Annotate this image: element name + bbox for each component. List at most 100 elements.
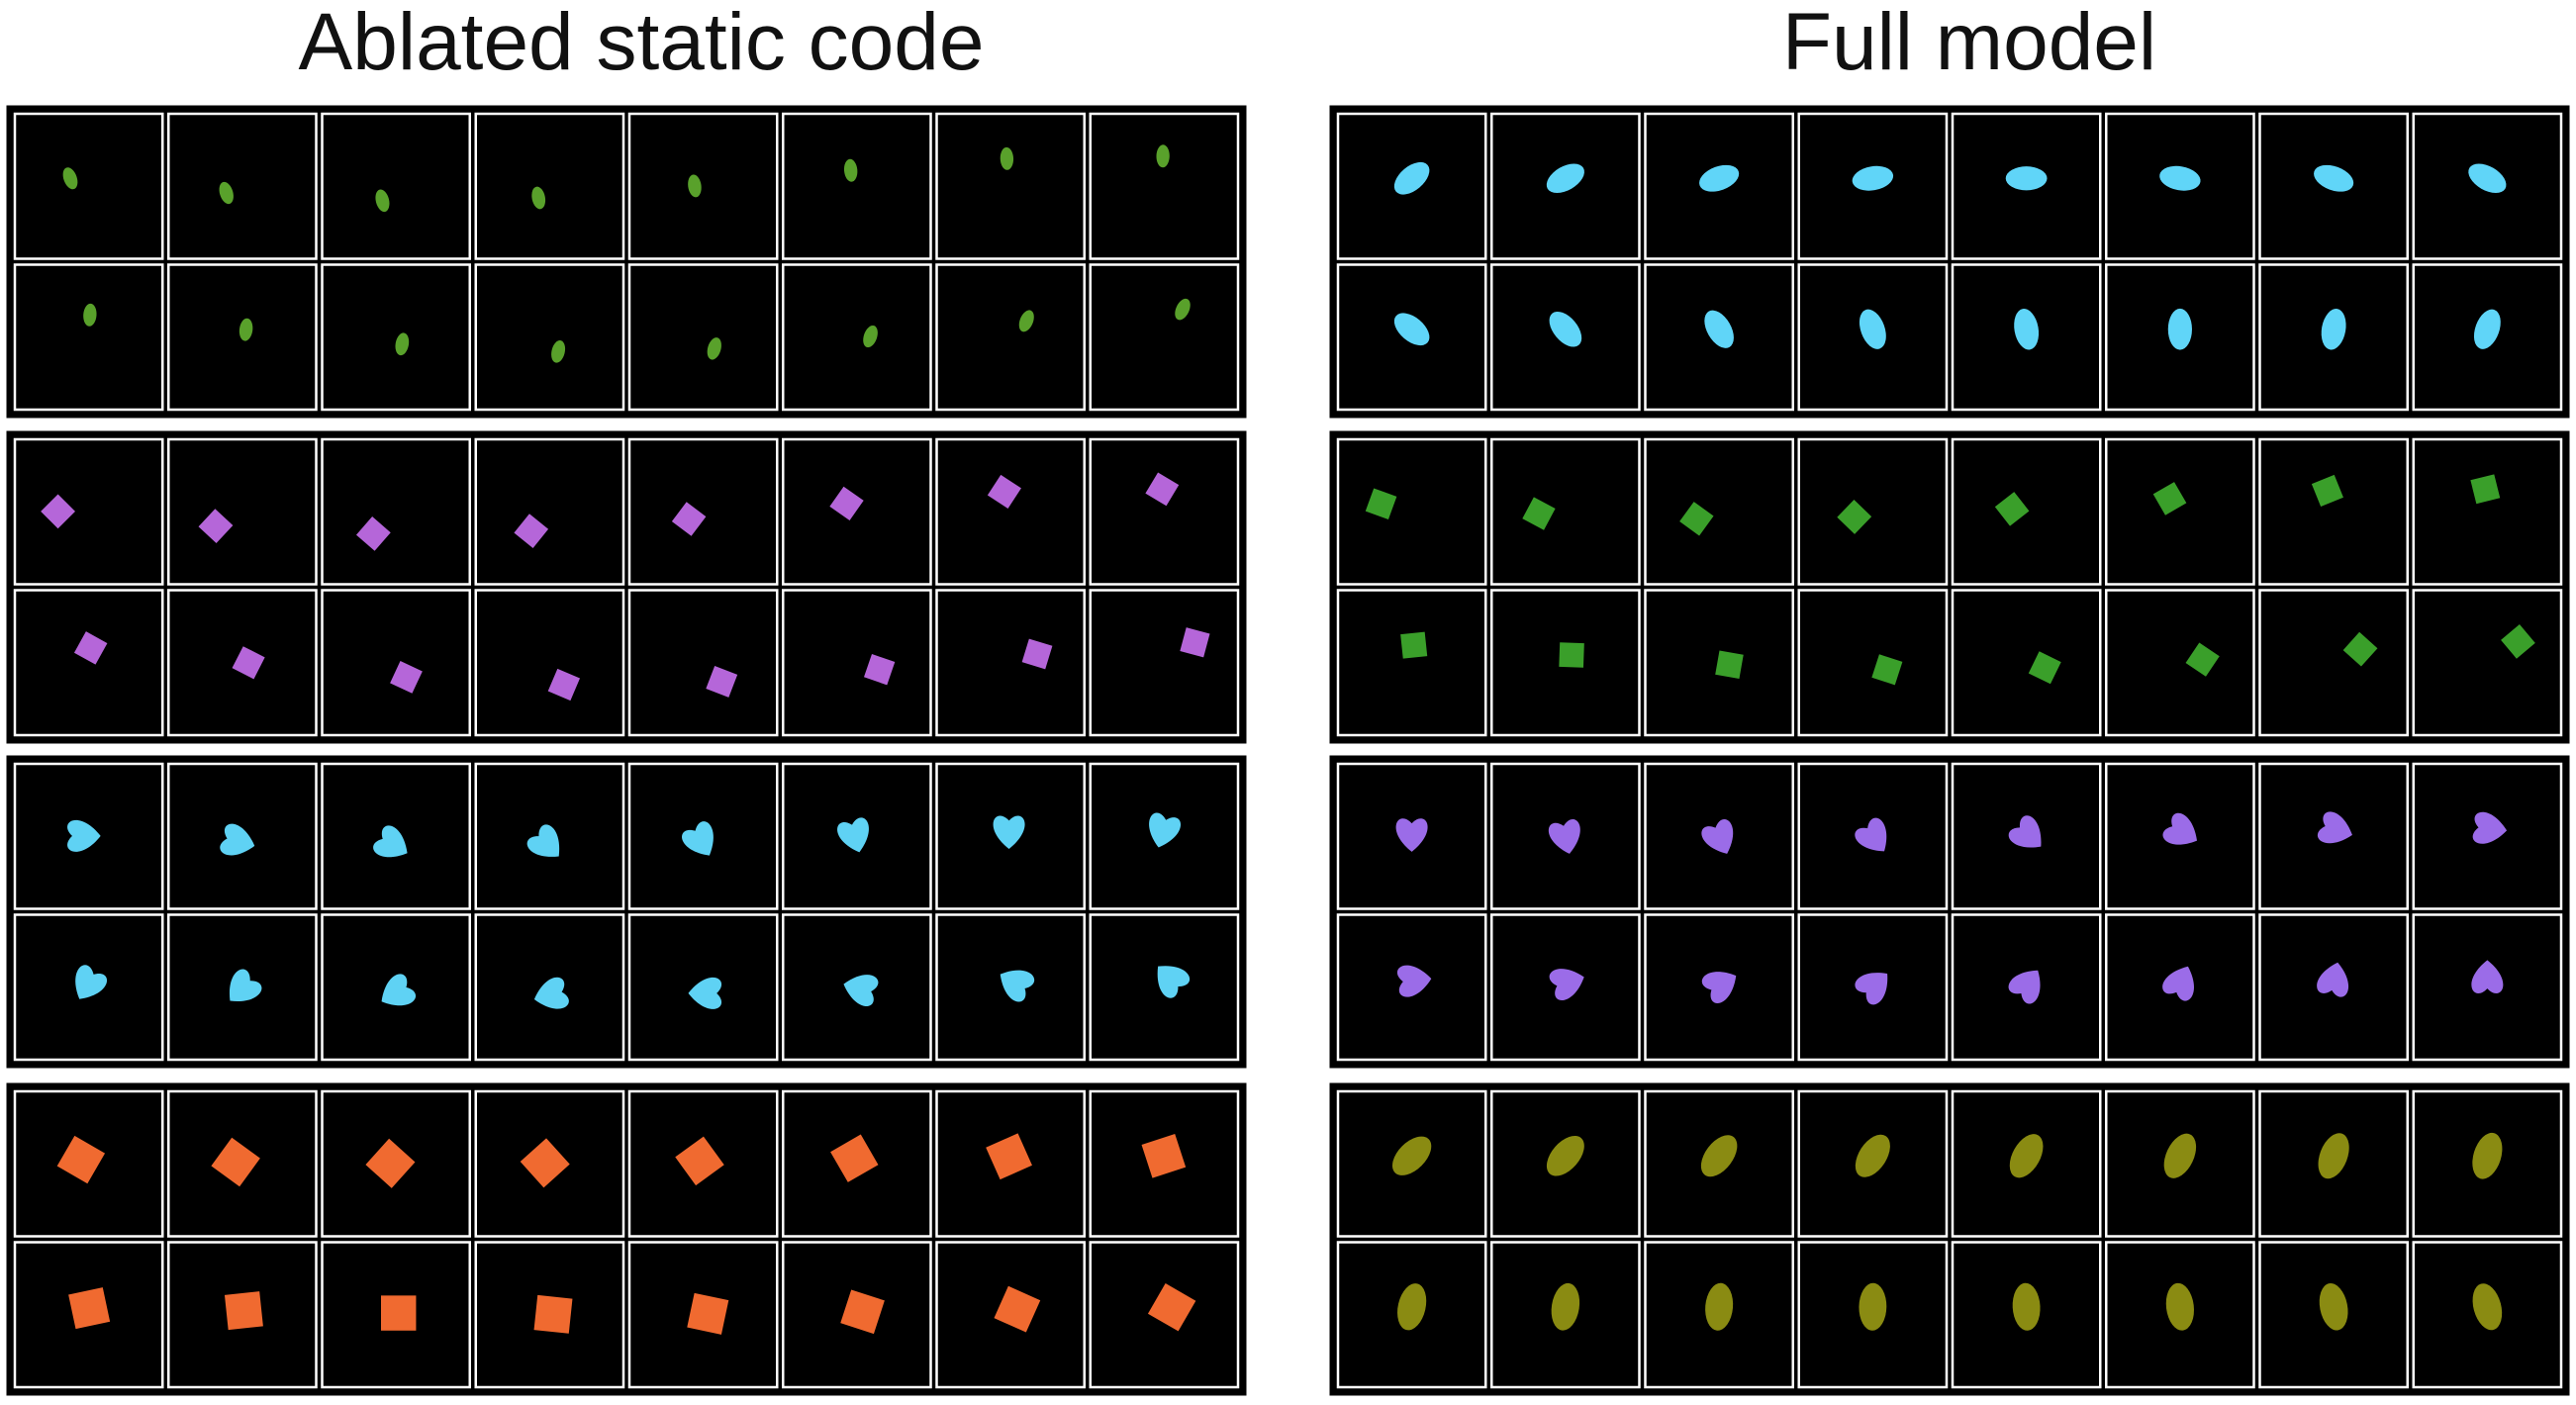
shape (1147, 1283, 1196, 1332)
frame-cell (935, 589, 1086, 737)
shape (56, 1135, 106, 1184)
shape (1156, 144, 1170, 168)
shape (1994, 492, 2030, 526)
shape (1705, 1282, 1734, 1331)
shape (2468, 163, 2507, 194)
shape (2318, 1133, 2349, 1179)
frame-cell (1951, 589, 2102, 737)
frame-cell (2105, 437, 2255, 586)
shape (514, 514, 549, 548)
frame-group (1329, 105, 2570, 419)
shape (675, 1136, 724, 1186)
shape (2473, 309, 2501, 349)
frame-cell (1797, 437, 1949, 586)
shape (68, 1287, 111, 1330)
frame-cell (782, 589, 932, 737)
shape (232, 646, 265, 680)
shape (1855, 1134, 1890, 1177)
shape (198, 509, 234, 544)
frame-cell (1490, 437, 1641, 586)
shape (687, 1292, 729, 1335)
shape (1704, 310, 1734, 348)
frame-cell (474, 263, 625, 412)
frame-cell (13, 589, 164, 737)
shape (2005, 166, 2048, 191)
shape (1018, 310, 1034, 332)
shape (2472, 811, 2508, 844)
shape (1021, 638, 1053, 670)
shape (688, 174, 702, 198)
shape (373, 825, 408, 858)
shape (1145, 472, 1180, 507)
frame-cell (2258, 589, 2409, 737)
frame-cell (474, 437, 625, 586)
frame-cell (1089, 112, 1240, 260)
shape (682, 821, 714, 856)
frame-cell (1089, 589, 1240, 737)
shape (1859, 309, 1886, 349)
shape (375, 189, 390, 213)
shape (2317, 962, 2348, 997)
frame-cell (627, 263, 779, 412)
shape (551, 340, 566, 363)
frame-group (1329, 430, 2570, 744)
shape (355, 516, 391, 551)
shape (381, 1295, 417, 1331)
shape (2472, 1283, 2503, 1331)
frame-group (6, 430, 1247, 744)
shape (2008, 815, 2042, 848)
shape (224, 1291, 263, 1331)
shape (41, 494, 75, 529)
shape (533, 977, 569, 1009)
frame-cell (627, 589, 779, 737)
shape (1699, 164, 1740, 192)
shape (2165, 1282, 2194, 1331)
shape (2163, 1133, 2197, 1178)
frame-cell (2412, 437, 2563, 586)
shape (2159, 165, 2201, 191)
shape (1397, 965, 1432, 997)
shape (75, 965, 107, 999)
shape (533, 1294, 573, 1334)
shape (1700, 1135, 1738, 1177)
shape (840, 1289, 885, 1335)
shape (1000, 146, 1014, 170)
shape (1395, 818, 1428, 852)
frame-cell (167, 913, 318, 1062)
shape (2319, 1283, 2348, 1331)
shape (2470, 474, 2501, 505)
shape (2321, 309, 2346, 350)
frame-cell (167, 762, 318, 910)
shape (2012, 1282, 2041, 1331)
frame-cell (1490, 1089, 1641, 1238)
frame-cell (782, 437, 932, 586)
frame-cell (2105, 589, 2255, 737)
frame-cell (13, 112, 164, 260)
shape (2009, 1134, 2044, 1178)
shape (994, 1285, 1041, 1333)
frame-cell (1797, 1089, 1949, 1238)
shape (1175, 298, 1191, 321)
shape (1393, 313, 1430, 346)
frame-cell (627, 112, 779, 260)
frame-cell (1644, 437, 1794, 586)
shape (73, 631, 108, 665)
frame-group (6, 1082, 1247, 1396)
shape (987, 474, 1021, 509)
frame-cell (1797, 589, 1949, 737)
shape (830, 1134, 879, 1182)
shape (706, 666, 738, 698)
shape (1852, 165, 1894, 191)
frame-cell (321, 589, 471, 737)
shape (239, 318, 253, 341)
shape (688, 977, 721, 1009)
frame-group (1329, 1082, 2570, 1396)
frame-group (6, 755, 1247, 1069)
shape (1679, 502, 1714, 536)
frame-cell (782, 1241, 932, 1389)
shape (520, 1138, 570, 1188)
shape (843, 975, 879, 1007)
shape (986, 1133, 1032, 1180)
shape (67, 819, 101, 852)
